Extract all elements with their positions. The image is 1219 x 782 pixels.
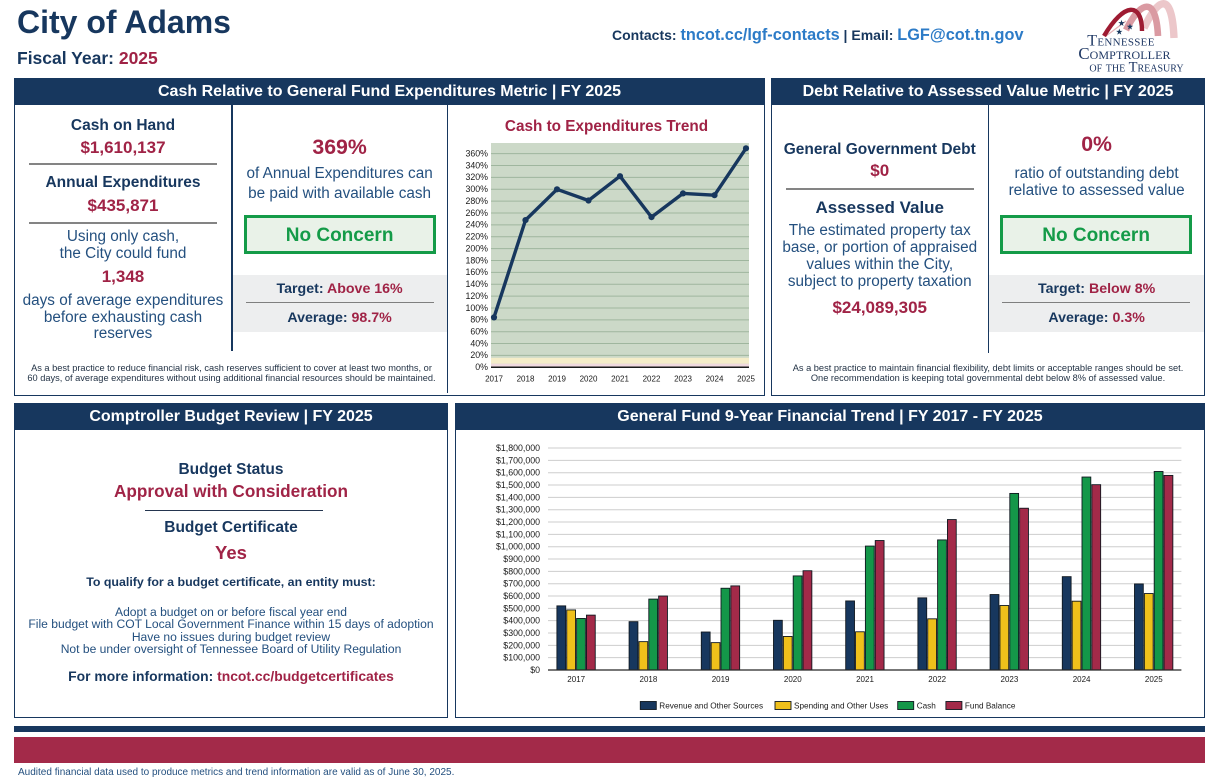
svg-text:2019: 2019 [548, 374, 566, 383]
svg-text:200%: 200% [466, 243, 489, 253]
svg-text:320%: 320% [466, 172, 489, 182]
svg-text:2021: 2021 [611, 374, 629, 383]
svg-text:2018: 2018 [517, 374, 535, 383]
svg-text:280%: 280% [466, 196, 489, 206]
svg-text:2022: 2022 [928, 675, 946, 684]
svg-text:$100,000: $100,000 [503, 653, 540, 663]
svg-text:2023: 2023 [674, 374, 692, 383]
svg-text:$1,200,000: $1,200,000 [496, 517, 540, 527]
svg-text:2019: 2019 [712, 675, 730, 684]
svg-text:$1,600,000: $1,600,000 [496, 468, 540, 478]
svg-text:Tennessee: Tennessee [1087, 33, 1154, 50]
svg-text:$200,000: $200,000 [503, 640, 540, 650]
svg-text:$1,500,000: $1,500,000 [496, 480, 540, 490]
svg-text:$1,700,000: $1,700,000 [496, 455, 540, 465]
svg-text:2024: 2024 [706, 374, 724, 383]
svg-text:40%: 40% [470, 338, 488, 348]
svg-text:2025: 2025 [1145, 675, 1163, 684]
svg-text:340%: 340% [466, 160, 489, 170]
svg-text:$1,100,000: $1,100,000 [496, 529, 540, 539]
svg-text:160%: 160% [466, 267, 489, 277]
svg-text:Cash to Expenditures Trend: Cash to Expenditures Trend [505, 118, 708, 135]
svg-text:260%: 260% [466, 208, 489, 218]
svg-text:Cash: Cash [917, 702, 937, 711]
svg-text:$1,300,000: $1,300,000 [496, 505, 540, 515]
svg-text:2025: 2025 [737, 374, 755, 383]
svg-text:$1,000,000: $1,000,000 [496, 542, 540, 552]
svg-text:$0: $0 [530, 665, 540, 675]
svg-text:$1,400,000: $1,400,000 [496, 492, 540, 502]
svg-text:0%: 0% [475, 362, 488, 372]
svg-text:60%: 60% [470, 326, 488, 336]
svg-text:2018: 2018 [640, 675, 658, 684]
svg-text:$1,800,000: $1,800,000 [496, 443, 540, 453]
svg-text:$900,000: $900,000 [503, 554, 540, 564]
svg-text:2021: 2021 [856, 675, 874, 684]
svg-text:$600,000: $600,000 [503, 591, 540, 601]
svg-text:$500,000: $500,000 [503, 603, 540, 613]
svg-text:2017: 2017 [567, 675, 585, 684]
svg-text:$800,000: $800,000 [503, 566, 540, 576]
svg-text:300%: 300% [466, 184, 489, 194]
svg-text:of the Treasury: of the Treasury [1089, 60, 1183, 76]
svg-text:100%: 100% [466, 303, 489, 313]
svg-text:2020: 2020 [580, 374, 598, 383]
svg-text:360%: 360% [466, 148, 489, 158]
svg-text:Fund Balance: Fund Balance [965, 702, 1016, 711]
svg-text:240%: 240% [466, 220, 489, 230]
svg-text:140%: 140% [466, 279, 489, 289]
svg-text:$400,000: $400,000 [503, 616, 540, 626]
svg-text:2022: 2022 [643, 374, 661, 383]
svg-text:Spending and Other Uses: Spending and Other Uses [794, 702, 888, 711]
svg-text:80%: 80% [470, 315, 488, 325]
svg-text:2020: 2020 [784, 675, 802, 684]
svg-text:2017: 2017 [485, 374, 503, 383]
svg-text:Comptroller: Comptroller [1078, 44, 1170, 63]
svg-text:Revenue and Other Sources: Revenue and Other Sources [659, 702, 763, 711]
svg-text:120%: 120% [466, 291, 489, 301]
svg-text:20%: 20% [470, 350, 488, 360]
svg-text:2023: 2023 [1001, 675, 1019, 684]
svg-text:220%: 220% [466, 232, 489, 242]
svg-text:$300,000: $300,000 [503, 628, 540, 638]
svg-text:$700,000: $700,000 [503, 579, 540, 589]
svg-text:2024: 2024 [1073, 675, 1091, 684]
svg-text:180%: 180% [466, 255, 489, 265]
